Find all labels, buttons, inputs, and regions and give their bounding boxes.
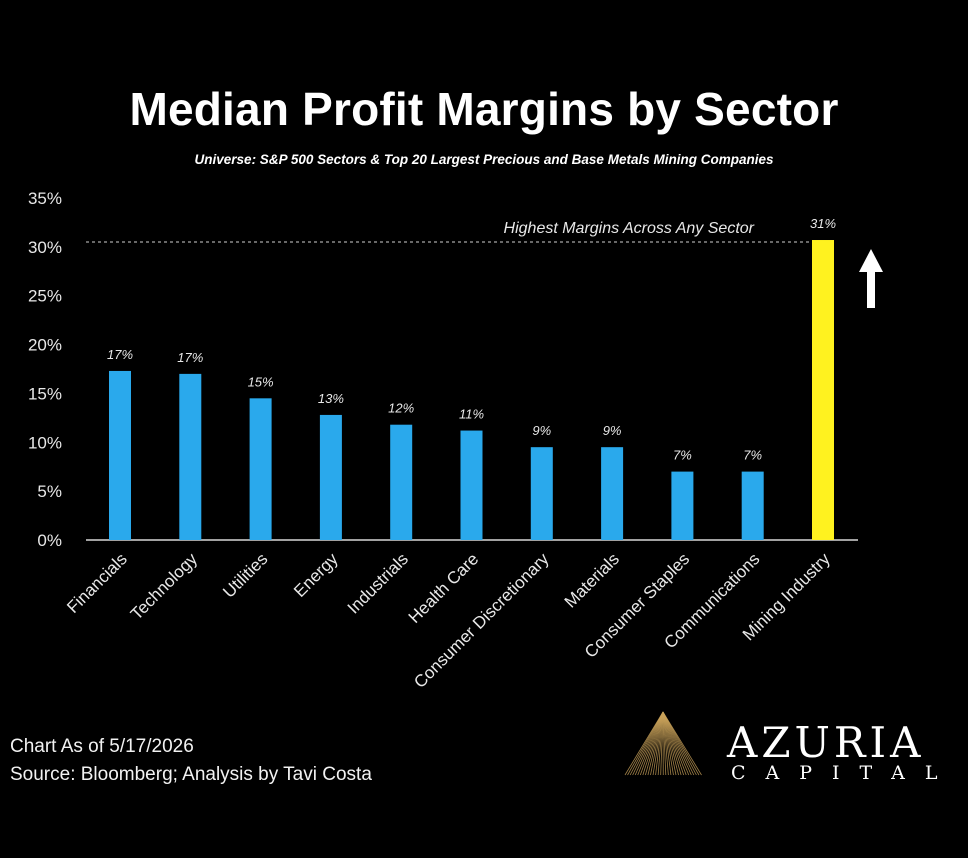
- data-label: 17%: [107, 347, 133, 362]
- logo-stroke: [662, 711, 667, 776]
- logo-stroke: [642, 711, 664, 776]
- category-label: Health Care: [405, 549, 483, 627]
- logo-stroke: [657, 711, 664, 776]
- logo-stroke: [662, 711, 669, 776]
- logo-stroke: [662, 711, 672, 776]
- arrow-head: [859, 249, 883, 272]
- category-label: Materials: [561, 549, 623, 611]
- bar: [390, 424, 413, 540]
- bar: [601, 447, 624, 540]
- logo-stroke: [662, 711, 682, 776]
- logo-stroke: [660, 711, 664, 776]
- category-label: Industrials: [344, 549, 412, 617]
- logo-stroke: [655, 711, 664, 776]
- logo-stroke: [652, 711, 664, 776]
- data-label: 11%: [459, 407, 484, 422]
- y-tick-label: 5%: [37, 482, 62, 501]
- data-label: 7%: [673, 448, 692, 463]
- y-tick-label: 20%: [28, 336, 62, 355]
- category-label: Technology: [127, 549, 202, 624]
- data-label: 9%: [603, 423, 622, 438]
- logo-stroke: [647, 711, 664, 776]
- data-label: 13%: [318, 391, 344, 406]
- data-label: 12%: [388, 401, 414, 416]
- arrow-shaft: [867, 268, 875, 308]
- category-label: Consumer Discretionary: [410, 549, 553, 692]
- bar: [460, 430, 483, 540]
- y-tick-label: 0%: [37, 531, 62, 550]
- bar: [671, 471, 694, 540]
- bar: [812, 240, 834, 540]
- brand-name: AZURIA: [727, 718, 925, 767]
- data-label: 17%: [177, 350, 203, 365]
- bar: [179, 373, 202, 540]
- bars: 17% 17% 15% 13% 12% 11% 9% 9% 7% 7% 31%: [107, 216, 836, 540]
- reference-line-label: Highest Margins Across Any Sector: [504, 220, 755, 237]
- y-tick-label: 35%: [28, 189, 62, 208]
- data-label: 9%: [532, 423, 551, 438]
- y-tick-label: 10%: [28, 433, 62, 452]
- bar: [249, 398, 272, 540]
- logo-stroke: [645, 711, 664, 776]
- bar: [741, 471, 764, 540]
- data-label: 31%: [810, 216, 836, 231]
- category-label: Financials: [63, 549, 131, 617]
- category-label: Energy: [290, 549, 342, 601]
- bar: [319, 414, 342, 540]
- chart-subtitle: Universe: S&P 500 Sectors & Top 20 Large…: [194, 152, 774, 167]
- logo-stroke: [650, 711, 664, 776]
- y-tick-label: 15%: [28, 384, 62, 403]
- azuria-logo-icon: [624, 711, 702, 776]
- bar: [109, 370, 131, 540]
- brand-subtitle: CAPITAL: [731, 762, 958, 784]
- reference-line-group: Highest Margins Across Any Sector: [86, 220, 812, 243]
- y-axis: 0% 5% 10% 15% 20% 25% 30% 35%: [28, 189, 858, 550]
- chart-date-note: Chart As of 5/17/2026: [10, 736, 194, 757]
- logo-stroke: [662, 711, 679, 776]
- chart-source-note: Source: Bloomberg; Analysis by Tavi Cost…: [10, 764, 372, 785]
- logo-stroke: [662, 711, 702, 776]
- arrow-up-icon: [859, 249, 883, 308]
- logo-stroke: [662, 711, 677, 776]
- data-label: 15%: [248, 374, 274, 389]
- logo-stroke: [662, 711, 674, 776]
- logo-stroke: [639, 711, 664, 776]
- y-tick-label: 30%: [28, 238, 62, 257]
- chart-title: Median Profit Margins by Sector: [129, 83, 839, 135]
- y-tick-label: 25%: [28, 287, 62, 306]
- bar: [530, 447, 553, 540]
- category-label: Utilities: [219, 549, 271, 601]
- data-label: 7%: [743, 448, 762, 463]
